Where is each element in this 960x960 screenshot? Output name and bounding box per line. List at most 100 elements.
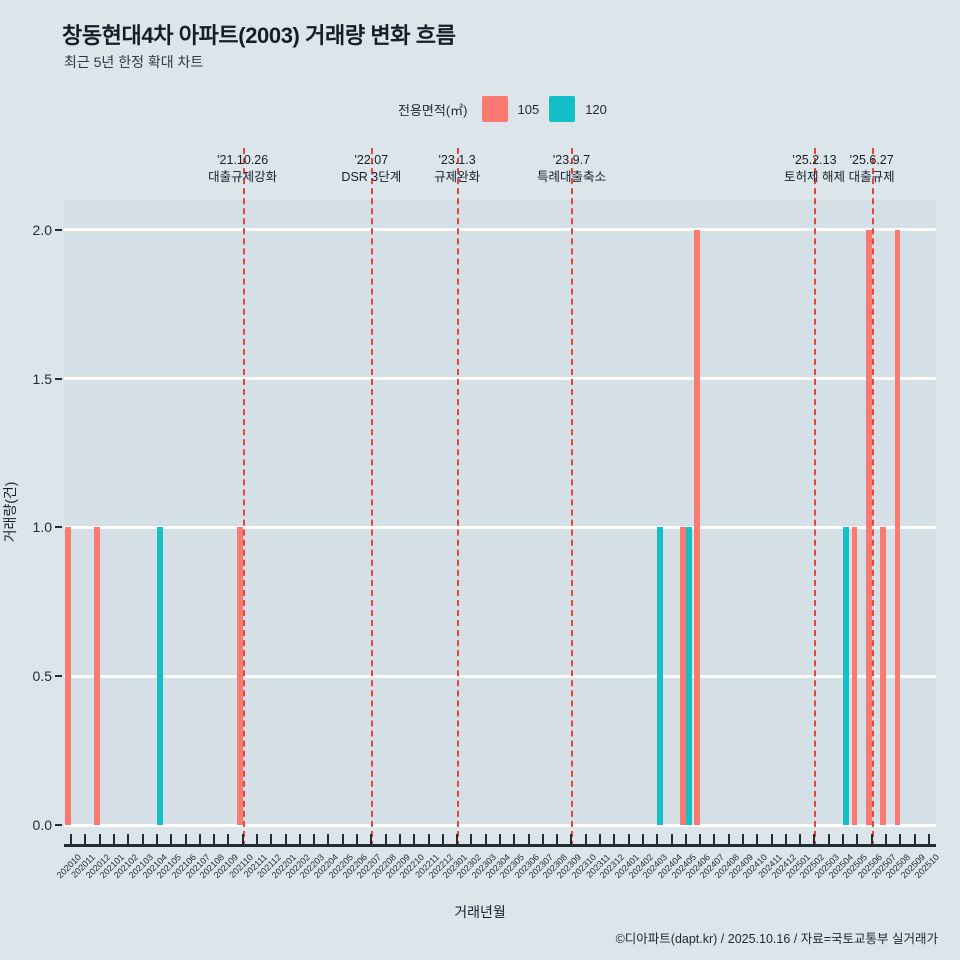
chart-bar[interactable] bbox=[65, 527, 72, 825]
event-marker-label: '25.6.27 대출규제 bbox=[849, 152, 895, 186]
event-marker-line bbox=[371, 148, 374, 847]
x-tick-mark bbox=[341, 834, 344, 844]
x-tick-mark bbox=[670, 834, 673, 844]
x-tick-mark bbox=[827, 834, 830, 844]
chart-bar[interactable] bbox=[694, 229, 701, 825]
x-tick-mark bbox=[770, 834, 773, 844]
x-tick-mark bbox=[784, 834, 787, 844]
x-tick-mark bbox=[870, 834, 873, 844]
x-tick-mark bbox=[113, 834, 116, 844]
x-tick-mark bbox=[513, 834, 516, 844]
legend-title: 전용면적(㎡) bbox=[398, 102, 468, 118]
x-tick-mark bbox=[70, 834, 73, 844]
x-tick-mark bbox=[913, 834, 916, 844]
x-tick-mark bbox=[98, 834, 101, 844]
y-gridline bbox=[64, 525, 936, 529]
chart-credit: ©디아파트(dapt.kr) / 2025.10.16 / 자료=국토교통부 실… bbox=[615, 932, 938, 946]
y-tick-mark bbox=[55, 228, 62, 231]
chart-bar[interactable] bbox=[156, 527, 163, 825]
x-tick-mark bbox=[684, 834, 687, 844]
legend-item-105[interactable]: 105 bbox=[481, 96, 540, 122]
event-date: '25.6.27 bbox=[849, 153, 894, 167]
event-text: 대출규제강화 bbox=[208, 170, 278, 184]
x-tick-mark bbox=[842, 834, 845, 844]
x-tick-mark bbox=[499, 834, 501, 844]
event-marker-line bbox=[571, 148, 574, 847]
chart-legend: 전용면적(㎡) 105 120 bbox=[398, 96, 607, 122]
legend-label-105: 105 bbox=[517, 101, 540, 117]
event-date: '21.10.26 bbox=[217, 153, 269, 167]
legend-item-120[interactable]: 120 bbox=[549, 96, 607, 122]
x-tick-mark bbox=[470, 834, 473, 844]
event-marker-label: '23.1.3 규제완화 bbox=[434, 152, 480, 186]
chart-bar[interactable] bbox=[894, 229, 901, 825]
chart-bar[interactable] bbox=[680, 527, 686, 825]
y-tick-label: 0.5 bbox=[32, 668, 52, 685]
x-tick-mark bbox=[727, 834, 730, 844]
x-tick-mark bbox=[384, 834, 387, 844]
x-tick-mark bbox=[270, 834, 273, 844]
x-tick-mark bbox=[484, 834, 487, 844]
x-tick-mark bbox=[656, 834, 659, 844]
chart-bar[interactable] bbox=[851, 527, 858, 825]
legend-label-120: 120 bbox=[585, 101, 607, 117]
y-tick-label: 1.0 bbox=[32, 519, 52, 536]
x-tick-mark bbox=[641, 834, 644, 844]
x-tick-mark bbox=[284, 834, 287, 844]
x-tick-mark bbox=[456, 834, 459, 844]
x-tick-mark bbox=[327, 834, 330, 844]
event-text: 대출규제 bbox=[848, 170, 895, 184]
y-tick-mark bbox=[55, 526, 62, 529]
x-tick-mark bbox=[313, 834, 316, 844]
x-tick-mark bbox=[813, 834, 816, 844]
y-tick-mark bbox=[55, 377, 62, 380]
x-tick-mark bbox=[198, 834, 201, 844]
chart-bar[interactable] bbox=[865, 229, 872, 825]
chart-bar[interactable] bbox=[657, 527, 663, 825]
page-title: 창동현대4차 아파트(2003) 거래량 변화 흐름 bbox=[62, 23, 456, 48]
chart-bar[interactable] bbox=[94, 527, 100, 825]
y-gridline bbox=[64, 674, 936, 678]
x-tick-mark bbox=[370, 834, 373, 844]
y-tick-label: 2.0 bbox=[32, 221, 52, 238]
x-tick-mark bbox=[627, 834, 630, 844]
x-tick-mark bbox=[742, 834, 745, 844]
x-tick-mark bbox=[127, 834, 130, 844]
x-tick-mark bbox=[427, 834, 430, 844]
x-tick-mark bbox=[713, 834, 716, 844]
event-marker-line bbox=[457, 148, 460, 847]
y-tick-mark bbox=[55, 824, 62, 826]
y-gridline bbox=[64, 228, 936, 232]
chart-bar[interactable] bbox=[236, 527, 243, 825]
x-tick-mark bbox=[884, 834, 887, 844]
x-tick-mark bbox=[541, 834, 544, 844]
event-marker-line bbox=[814, 148, 817, 847]
event-text: 특례대출축소 bbox=[536, 170, 606, 184]
x-tick-mark bbox=[84, 834, 87, 844]
plot-area: 0.0 0.5 1.0 1.5 2.0 '21.10.26 대출규제강화 '22.07 DSR … bbox=[33, 148, 936, 847]
page-subtitle: 최근 5년 한정 확대 차트 bbox=[64, 54, 204, 70]
y-gridline bbox=[64, 823, 936, 827]
y-gridline bbox=[64, 377, 936, 381]
event-date: '23.9.7 bbox=[552, 153, 591, 167]
x-tick-mark bbox=[227, 834, 230, 844]
x-axis-title: 거래년월 bbox=[454, 904, 506, 920]
x-tick-mark bbox=[599, 834, 602, 844]
x-tick-mark bbox=[398, 834, 401, 844]
x-tick-mark bbox=[613, 834, 616, 844]
x-axis-line bbox=[64, 834, 936, 847]
x-tick-mark bbox=[213, 834, 216, 844]
chart-bar[interactable] bbox=[880, 527, 886, 825]
x-tick-mark bbox=[241, 834, 244, 844]
y-tick-label: 1.5 bbox=[32, 370, 52, 387]
x-tick-mark bbox=[356, 834, 359, 844]
x-tick-mark bbox=[570, 834, 573, 844]
chart-bar[interactable] bbox=[843, 527, 849, 825]
x-tick-mark bbox=[141, 834, 144, 844]
legend-swatch-105 bbox=[481, 96, 508, 122]
x-tick-mark bbox=[155, 834, 158, 844]
x-tick-mark bbox=[170, 834, 173, 844]
x-tick-mark bbox=[756, 834, 759, 844]
event-date: '23.1.3 bbox=[438, 153, 476, 167]
chart-bar[interactable] bbox=[685, 527, 692, 825]
